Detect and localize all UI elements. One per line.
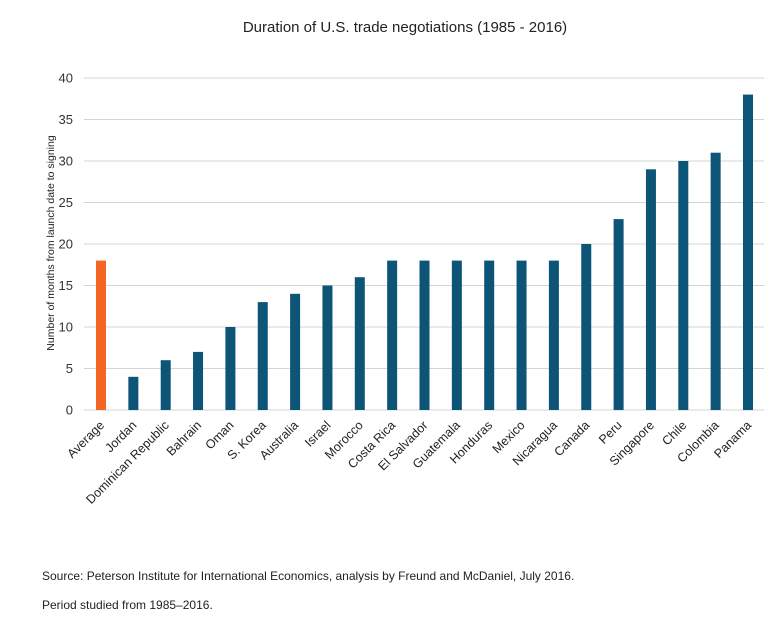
bar-jordan: [128, 376, 139, 410]
y-axis-ticks: 0 5 10 15 20 25 30 35 40: [59, 71, 73, 418]
x-tick-label: Peru: [596, 418, 625, 447]
y-tick-label: 30: [59, 154, 73, 169]
y-tick-label: 0: [66, 403, 73, 418]
y-tick-label: 35: [59, 112, 73, 127]
y-tick-label: 10: [59, 320, 73, 335]
x-tick-label: Chile: [659, 418, 689, 448]
bar-s-korea: [257, 302, 268, 410]
bar-average: [96, 260, 106, 410]
bar-mexico: [516, 260, 527, 410]
bars: [96, 94, 753, 410]
bar-el-salvador: [419, 260, 430, 410]
source-note: Source: Peterson Institute for Internati…: [42, 569, 575, 583]
bar-chile: [678, 161, 689, 410]
bar-australia: [290, 293, 301, 410]
y-tick-label: 5: [66, 361, 73, 376]
bar-honduras: [484, 260, 495, 410]
bar-oman: [225, 327, 236, 410]
chart-title: Duration of U.S. trade negotiations (198…: [243, 19, 567, 36]
bar-guatemala: [451, 260, 462, 410]
x-tick-label: Canada: [552, 418, 593, 459]
bar-singapore: [645, 169, 656, 410]
y-tick-label: 15: [59, 278, 73, 293]
bar-peru: [613, 219, 624, 410]
bar-bahrain: [193, 351, 204, 410]
bar-morocco: [354, 277, 365, 410]
bar-nicaragua: [548, 260, 559, 410]
bar-costa-rica: [387, 260, 398, 410]
y-axis-label: Number of months from launch date to sig…: [45, 135, 57, 351]
bar-chart: Duration of U.S. trade negotiations (198…: [45, 19, 764, 507]
x-tick-label: Average: [64, 418, 107, 461]
y-tick-label: 20: [59, 237, 73, 252]
bar-canada: [581, 244, 592, 410]
y-tick-label: 25: [59, 195, 73, 210]
period-note: Period studied from 1985–2016.: [42, 598, 213, 612]
bar-panama: [743, 94, 753, 410]
bar-dominican-republic: [160, 360, 171, 410]
y-tick-label: 40: [59, 71, 73, 86]
bar-colombia: [710, 152, 721, 410]
bar-israel: [322, 285, 333, 410]
x-tick-label: Bahrain: [164, 418, 204, 458]
